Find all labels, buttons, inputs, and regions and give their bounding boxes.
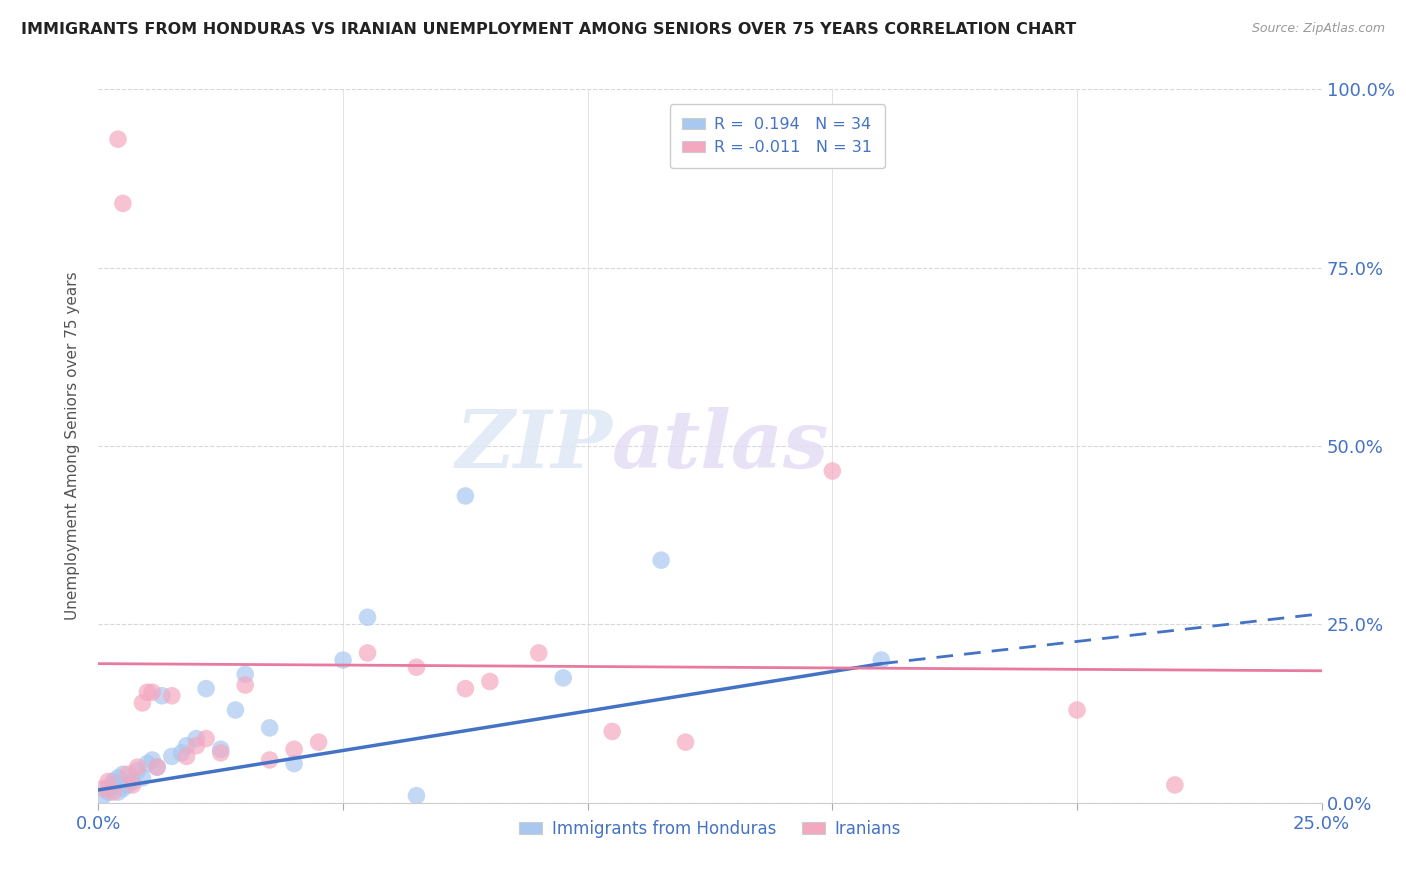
- Text: Source: ZipAtlas.com: Source: ZipAtlas.com: [1251, 22, 1385, 36]
- Point: [160, 749, 183, 764]
- Point: [97, 781, 120, 796]
- Point: [131, 696, 153, 710]
- Point: [186, 731, 208, 746]
- Point: [146, 760, 169, 774]
- Point: [141, 685, 163, 699]
- Text: IMMIGRANTS FROM HONDURAS VS IRANIAN UNEMPLOYMENT AMONG SENIORS OVER 75 YEARS COR: IMMIGRANTS FROM HONDURAS VS IRANIAN UNEM…: [21, 22, 1077, 37]
- Point: [146, 760, 169, 774]
- Point: [160, 689, 183, 703]
- Point: [356, 646, 378, 660]
- Point: [101, 774, 124, 789]
- Point: [186, 739, 208, 753]
- Point: [1164, 778, 1187, 792]
- Point: [405, 660, 427, 674]
- Point: [553, 671, 575, 685]
- Point: [136, 756, 159, 771]
- Point: [308, 735, 330, 749]
- Legend: Immigrants from Honduras, Iranians: Immigrants from Honduras, Iranians: [512, 814, 908, 845]
- Point: [117, 778, 139, 792]
- Y-axis label: Unemployment Among Seniors over 75 years: Unemployment Among Seniors over 75 years: [65, 272, 80, 620]
- Point: [127, 760, 149, 774]
- Point: [675, 735, 697, 749]
- Point: [141, 753, 163, 767]
- Text: atlas: atlas: [612, 408, 830, 484]
- Point: [91, 781, 114, 796]
- Point: [405, 789, 427, 803]
- Point: [195, 681, 218, 696]
- Point: [107, 785, 129, 799]
- Point: [136, 685, 159, 699]
- Point: [117, 767, 139, 781]
- Point: [209, 742, 232, 756]
- Point: [233, 667, 256, 681]
- Point: [650, 553, 672, 567]
- Point: [870, 653, 893, 667]
- Point: [97, 785, 120, 799]
- Point: [91, 789, 114, 803]
- Point: [478, 674, 501, 689]
- Point: [259, 721, 281, 735]
- Text: ZIP: ZIP: [456, 408, 612, 484]
- Point: [107, 132, 129, 146]
- Point: [176, 749, 198, 764]
- Point: [111, 781, 134, 796]
- Point: [121, 778, 143, 792]
- Point: [1066, 703, 1088, 717]
- Point: [332, 653, 354, 667]
- Point: [283, 756, 305, 771]
- Point: [131, 771, 153, 785]
- Point: [101, 785, 124, 799]
- Point: [121, 774, 143, 789]
- Point: [195, 731, 218, 746]
- Point: [600, 724, 623, 739]
- Point: [454, 489, 477, 503]
- Point: [224, 703, 246, 717]
- Point: [283, 742, 305, 756]
- Point: [107, 771, 129, 785]
- Point: [233, 678, 256, 692]
- Point: [821, 464, 844, 478]
- Point: [111, 767, 134, 781]
- Point: [356, 610, 378, 624]
- Point: [209, 746, 232, 760]
- Point: [176, 739, 198, 753]
- Point: [150, 689, 173, 703]
- Point: [170, 746, 193, 760]
- Point: [454, 681, 477, 696]
- Point: [101, 778, 124, 792]
- Point: [527, 646, 550, 660]
- Point: [97, 774, 120, 789]
- Point: [111, 196, 134, 211]
- Point: [259, 753, 281, 767]
- Point: [127, 764, 149, 778]
